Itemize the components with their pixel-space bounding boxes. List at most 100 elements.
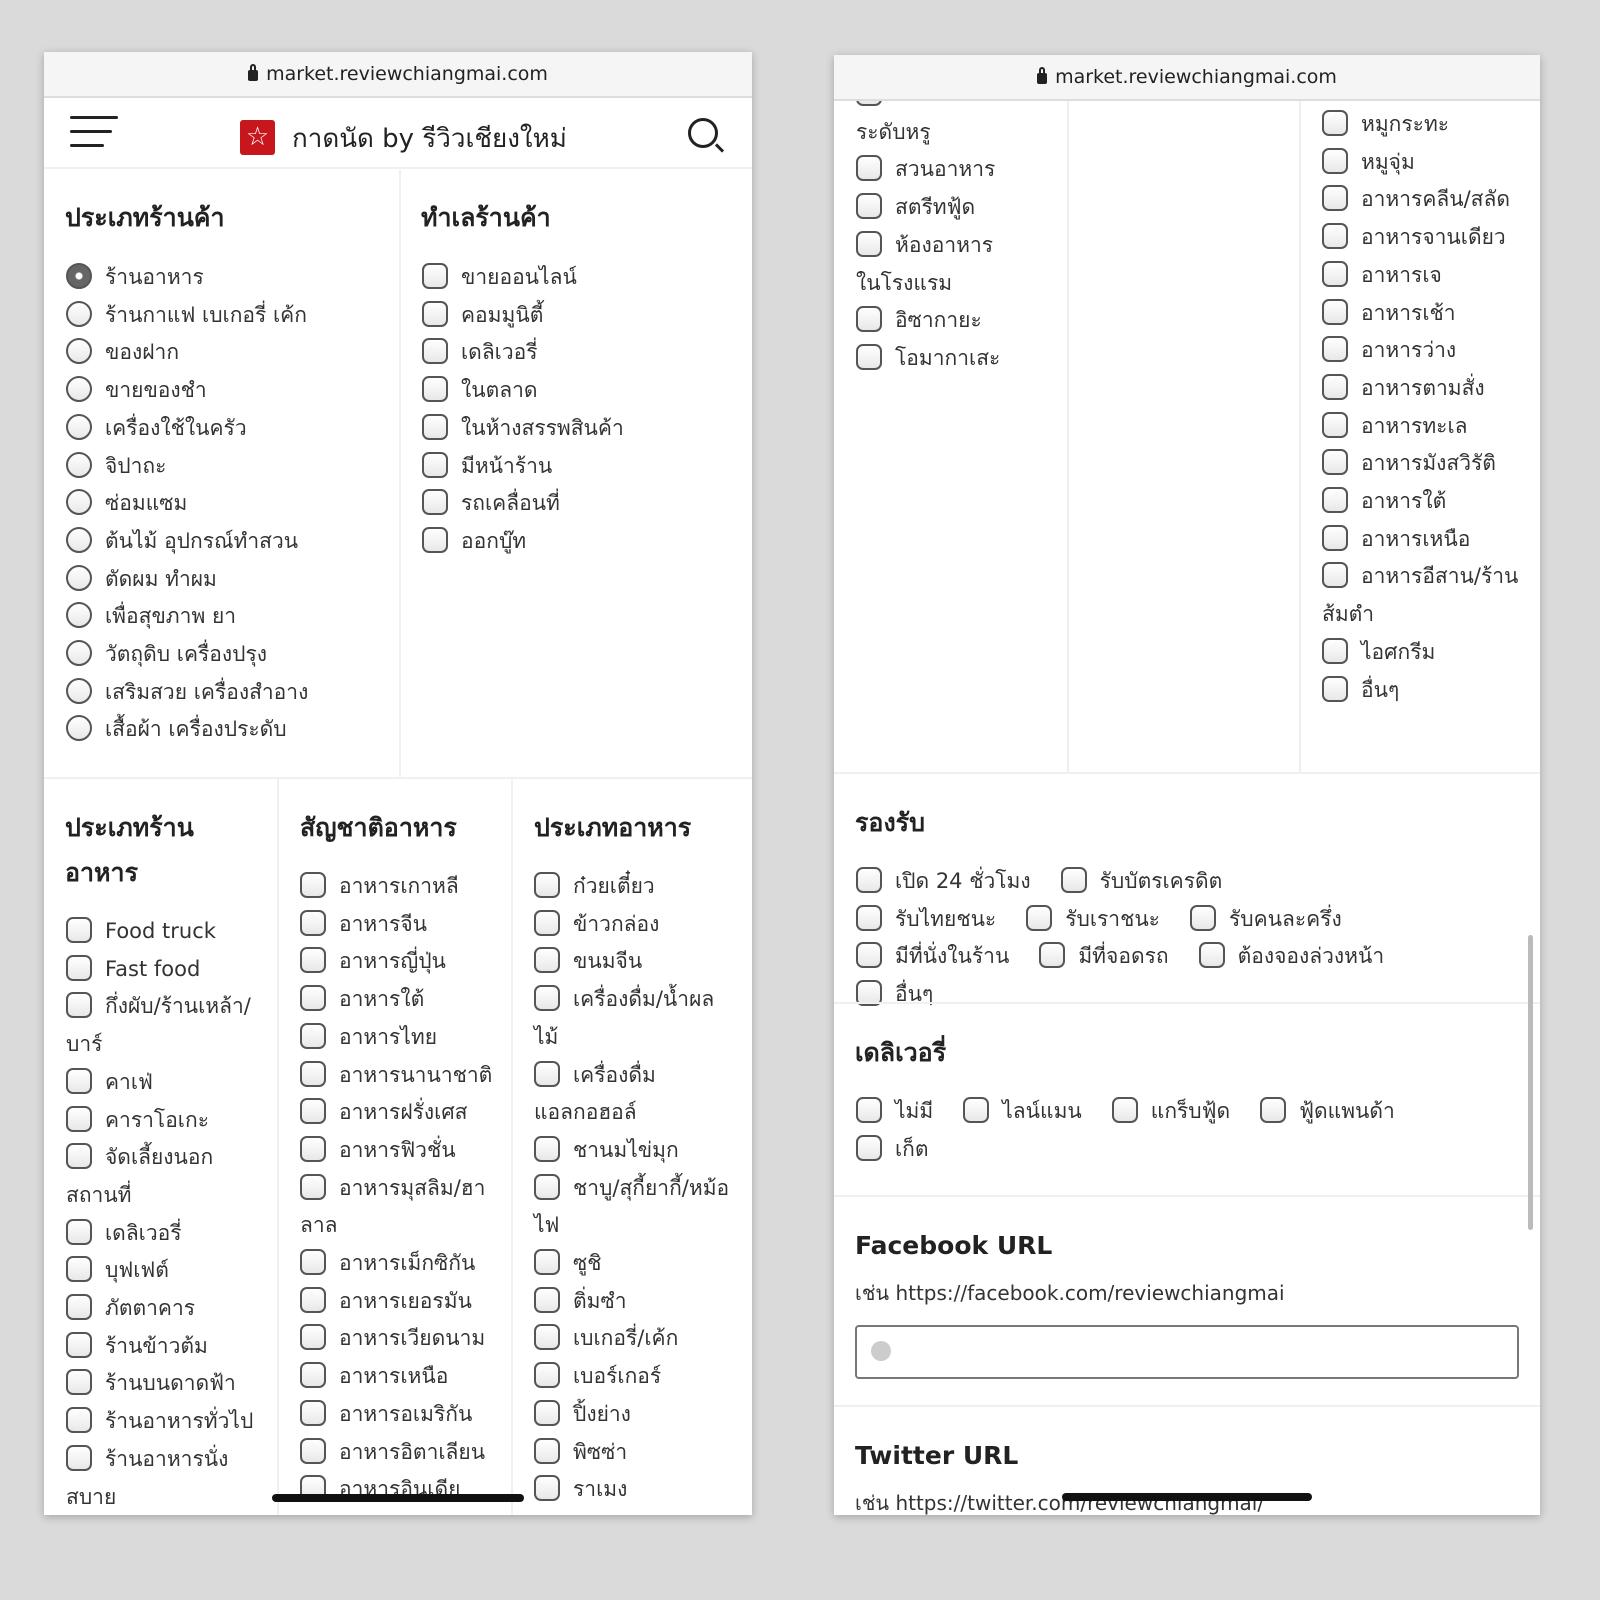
checkbox[interactable] [66, 917, 92, 943]
checkbox[interactable] [1322, 260, 1348, 287]
checkbox[interactable] [1322, 373, 1348, 400]
checkbox[interactable] [66, 1407, 92, 1434]
checkbox[interactable] [66, 1331, 92, 1358]
radio-option[interactable]: เสื้อผ้า เครื่องประดับ [66, 711, 386, 749]
checkbox[interactable] [1322, 524, 1348, 551]
address-bar[interactable]: market.reviewchiangmai.com [44, 52, 752, 98]
radio-button[interactable] [66, 413, 92, 440]
checkbox[interactable] [422, 263, 448, 289]
checkbox-option[interactable]: คาเฟ่ [66, 1064, 258, 1102]
radio-button[interactable] [66, 640, 92, 667]
checkbox-option[interactable]: อาหารจีน [300, 906, 500, 944]
checkbox-option[interactable]: อาหารเม็กซิกัน [300, 1245, 500, 1283]
checkbox-option[interactable]: เดลิเวอรี่ [66, 1215, 258, 1253]
checkbox[interactable] [534, 1362, 560, 1389]
checkbox-option[interactable]: เบอร์เกอร์ [534, 1358, 734, 1396]
radio-button[interactable] [66, 338, 92, 365]
radio-selected[interactable] [66, 263, 92, 289]
checkbox-option[interactable]: ขายออนไลน์ [422, 259, 742, 297]
radio-option[interactable]: เสริมสวย เครื่องสำอาง [66, 674, 386, 712]
checkbox-option[interactable]: Food truck [66, 913, 258, 951]
checkbox-option[interactable]: พิซซ่า [534, 1434, 734, 1472]
checkbox[interactable] [856, 867, 882, 893]
checkbox[interactable] [300, 1173, 326, 1200]
checkbox[interactable] [66, 1444, 92, 1471]
checkbox[interactable] [422, 338, 448, 365]
checkbox[interactable] [856, 155, 882, 182]
checkbox-option[interactable]: อาหารตามสั่ง [1322, 370, 1522, 408]
checkbox[interactable] [1322, 675, 1348, 702]
checkbox[interactable] [1322, 147, 1348, 174]
checkbox-option[interactable]: ขนมจีน [534, 943, 734, 981]
radio-option[interactable]: ของฝาก [66, 334, 386, 372]
radio-option[interactable]: ร้านกาแฟ เบเกอรี่ เค้ก [66, 297, 386, 335]
checkbox[interactable] [534, 1475, 560, 1502]
checkbox-option[interactable]: อาหารจานเดียว [1322, 219, 1522, 257]
checkbox-option[interactable]: เครื่องดื่ม/น้ำผลไม้ [534, 981, 734, 1056]
checkbox-option[interactable]: รถเคลื่อนที่ [422, 485, 742, 523]
checkbox[interactable] [300, 947, 326, 974]
checkbox-option[interactable]: อาหารเกาหลี [300, 868, 500, 906]
checkbox-option[interactable]: กึ่งผับ/ร้านเหล้า/บาร์ [66, 988, 258, 1063]
checkbox-option[interactable]: ชาบู/สุกี้ยากี้/หม้อไฟ [534, 1170, 734, 1245]
checkbox-option[interactable]: ออกบู๊ท [422, 523, 742, 561]
checkbox[interactable] [534, 1135, 560, 1162]
checkbox[interactable] [534, 1399, 560, 1426]
hamburger-menu-icon[interactable] [70, 116, 118, 158]
checkbox-option[interactable]: มีที่จอดรถ [1039, 938, 1169, 976]
checkbox-option[interactable]: ร้านบนดาดฟ้า [66, 1365, 258, 1403]
checkbox-option[interactable]: อาหารเหนือ [300, 1358, 500, 1396]
checkbox[interactable] [300, 1437, 326, 1464]
radio-button[interactable] [66, 602, 92, 629]
checkbox[interactable] [300, 909, 326, 936]
checkbox-option[interactable]: อิซากายะ [856, 302, 1006, 340]
radio-button[interactable] [66, 715, 92, 742]
checkbox[interactable] [856, 1097, 882, 1123]
checkbox[interactable] [534, 872, 560, 898]
checkbox[interactable] [1322, 110, 1348, 136]
checkbox-option[interactable]: อาหารนานาชาติ [300, 1057, 500, 1095]
checkbox-option[interactable]: ในตลาด [422, 372, 742, 410]
checkbox[interactable] [422, 413, 448, 440]
checkbox-option[interactable]: แกร็บฟู้ด [1111, 1093, 1230, 1131]
checkbox-option[interactable]: อาหารอิตาเลียน [300, 1434, 500, 1472]
checkbox[interactable] [300, 872, 326, 898]
checkbox[interactable] [422, 489, 448, 516]
checkbox[interactable] [856, 306, 882, 333]
checkbox[interactable] [534, 985, 560, 1012]
checkbox[interactable] [856, 193, 882, 220]
radio-option[interactable]: ขายของชำ [66, 372, 386, 410]
checkbox[interactable] [1322, 637, 1348, 664]
checkbox[interactable] [66, 954, 92, 981]
checkbox-option[interactable]: ไอศกรีม [1322, 634, 1522, 672]
checkbox[interactable] [1322, 487, 1348, 514]
checkbox-option[interactable]: อาหารอเมริกัน [300, 1396, 500, 1434]
checkbox[interactable] [856, 1134, 882, 1161]
checkbox-option[interactable]: อาหารเจ [1322, 257, 1522, 295]
checkbox-option[interactable]: เก็ต [856, 1131, 929, 1169]
checkbox-option[interactable]: รับคนละครึ่ง [1189, 901, 1342, 939]
radio-button[interactable] [66, 489, 92, 516]
radio-button[interactable] [66, 677, 92, 704]
checkbox[interactable] [856, 343, 882, 370]
checkbox[interactable] [300, 1399, 326, 1426]
checkbox[interactable] [1189, 904, 1216, 931]
checkbox-option[interactable]: อาหารเยอรมัน [300, 1283, 500, 1321]
checkbox-option[interactable]: อาหารไทย [300, 1019, 500, 1057]
checkbox-option[interactable]: มีหน้าร้าน [422, 448, 742, 486]
checkbox[interactable] [422, 300, 448, 327]
checkbox[interactable] [66, 1369, 92, 1396]
checkbox[interactable] [856, 904, 882, 931]
checkbox-option[interactable]: อาหารว่าง [1322, 332, 1522, 370]
checkbox-option[interactable]: หมูจุ่ม [1322, 144, 1522, 182]
checkbox-option[interactable]: รับเราชนะ [1026, 901, 1160, 939]
checkbox[interactable] [66, 1143, 92, 1170]
checkbox-option[interactable]: Fast food [66, 951, 258, 989]
checkbox-option[interactable]: รับไทยชนะ [856, 901, 996, 939]
checkbox[interactable] [1322, 223, 1348, 250]
radio-button[interactable] [66, 564, 92, 591]
checkbox[interactable] [66, 992, 92, 1019]
checkbox-option[interactable]: มีที่นั่งในร้าน [856, 938, 1009, 976]
checkbox-option[interactable]: เปิด 24 ชั่วโมง [856, 863, 1031, 901]
checkbox-option[interactable]: อาหารอีสาน/ร้านส้มตำ [1322, 558, 1522, 633]
